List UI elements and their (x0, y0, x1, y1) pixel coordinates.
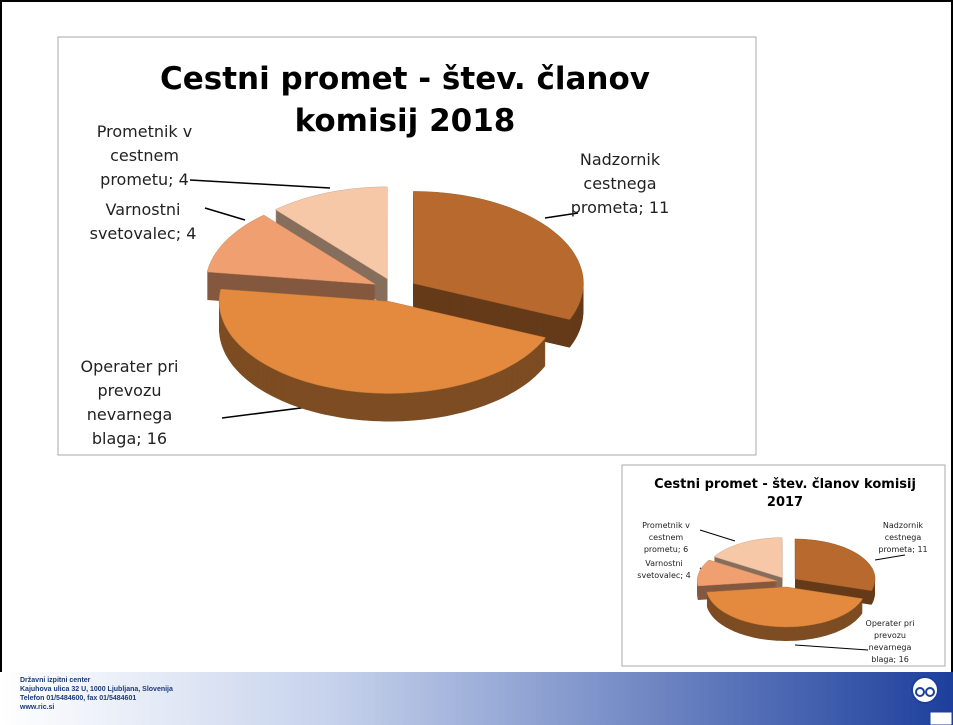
label-category: Prometnik v cestnem prometu (642, 521, 690, 554)
label-separator: ; (168, 170, 179, 189)
slice (218, 288, 546, 394)
slice (706, 586, 864, 628)
label-separator: ; (638, 198, 649, 217)
data-label: Varnostni svetovalec; 4 (78, 198, 208, 246)
data-label: Nadzornik cestnega prometa; 11 (868, 520, 938, 556)
label-value: 16 (146, 429, 168, 448)
label-category: Varnostni svetovalec (89, 200, 181, 243)
label-category: Prometnik v cestnem prometu (96, 122, 193, 189)
label-value: 4 (685, 571, 691, 580)
pie (696, 537, 876, 641)
footer-line: www.ric.si (20, 704, 55, 711)
slice (206, 214, 376, 285)
label-category: Nadzornik cestnega prometa (878, 521, 924, 554)
footer-bar (0, 672, 953, 725)
footer-line: Kajuhova ulica 32 U, 1000 Ljubljana, Slo… (20, 686, 173, 693)
slice (794, 538, 876, 591)
data-label: Varnostni svetovalec; 4 (628, 558, 700, 582)
label-separator: ; (680, 571, 686, 580)
data-label: Operater pri prevozu nevarnega blaga; 16 (62, 355, 197, 451)
chart-title: Cestni promet - štev. članov komisij 201… (160, 61, 650, 139)
data-label: Prometnik v cestnem prometu; 4 (82, 120, 207, 192)
slice (413, 191, 584, 320)
pie (206, 186, 584, 422)
label-category: Varnostni svetovalec (637, 559, 683, 580)
slice (713, 537, 783, 578)
label-category: Operater pri prevozu nevarnega blaga (865, 619, 915, 664)
label-value: 11 (648, 198, 670, 217)
footer-line: Državni izpitni center (20, 677, 91, 684)
data-label: Operater pri prevozu nevarnega blaga; 16 (855, 618, 925, 666)
label-value: 6 (683, 545, 689, 554)
chart-title: Cestni promet - štev. članov komisij 201… (654, 477, 916, 510)
label-separator: ; (677, 545, 684, 554)
footer-line: Telefon 01/5484600, fax 01/5484601 (20, 695, 137, 702)
footer-text: Državni izpitni center Kajuhova ulica 32… (20, 676, 173, 712)
data-label: Nadzornik cestnega prometa; 11 (560, 148, 680, 220)
label-separator: ; (136, 429, 147, 448)
label-value: 4 (186, 224, 197, 243)
label-category: Operater pri prevozu nevarnega blaga (80, 357, 179, 448)
label-separator: ; (175, 224, 187, 243)
logo (911, 676, 953, 725)
label-separator: ; (912, 545, 918, 554)
data-label: Prometnik v cestnem prometu; 6 (630, 520, 702, 556)
slice (696, 559, 778, 587)
label-value: 11 (917, 545, 928, 554)
label-category: Nadzornik cestnega prometa (570, 150, 661, 217)
slice (274, 186, 388, 280)
chart-frame (57, 36, 757, 456)
label-value: 16 (898, 655, 909, 664)
label-separator: ; (893, 655, 899, 664)
label-value: 4 (178, 170, 189, 189)
